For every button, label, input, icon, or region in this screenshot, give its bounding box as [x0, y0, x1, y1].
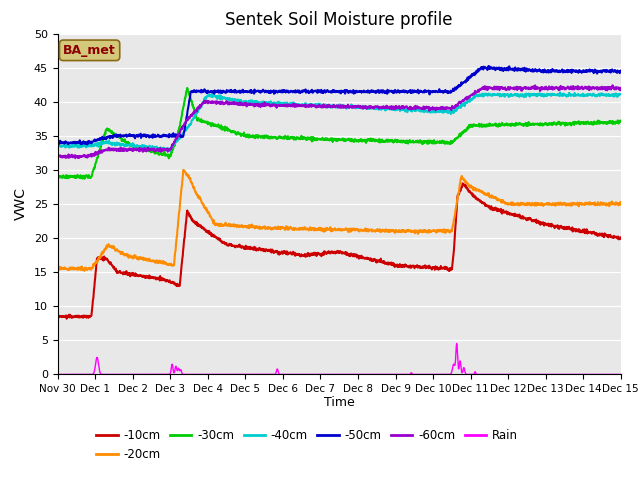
-20cm	[316, 225, 323, 231]
-50cm	[98, 136, 106, 142]
-50cm	[484, 63, 492, 69]
-30cm	[617, 119, 625, 124]
-50cm	[305, 90, 312, 96]
-40cm	[374, 107, 382, 112]
-20cm	[294, 227, 301, 232]
-50cm	[120, 132, 128, 138]
-50cm	[293, 88, 301, 94]
Rain	[293, 372, 301, 377]
-30cm	[316, 137, 323, 143]
-60cm	[609, 83, 616, 88]
-30cm	[305, 134, 313, 140]
-60cm	[617, 86, 625, 92]
Rain	[97, 371, 105, 377]
-60cm	[54, 153, 61, 158]
-30cm	[120, 138, 128, 144]
-30cm	[375, 138, 383, 144]
-30cm	[79, 176, 86, 181]
-20cm	[180, 167, 188, 173]
-40cm	[120, 143, 128, 148]
Rain	[452, 341, 460, 347]
Rain	[206, 372, 214, 377]
-50cm	[83, 142, 91, 147]
-60cm	[293, 103, 301, 108]
-20cm	[98, 251, 106, 256]
-20cm	[81, 268, 88, 274]
Text: BA_met: BA_met	[63, 44, 116, 57]
Line: -50cm: -50cm	[58, 66, 621, 144]
Rain	[54, 372, 61, 377]
-60cm	[98, 147, 106, 153]
-40cm	[54, 143, 61, 148]
Rain	[374, 372, 382, 377]
-10cm	[98, 255, 106, 261]
Title: Sentek Soil Moisture profile: Sentek Soil Moisture profile	[225, 11, 453, 29]
-20cm	[54, 265, 61, 271]
-40cm	[305, 103, 312, 109]
-40cm	[166, 148, 174, 154]
Line: Rain: Rain	[58, 344, 621, 374]
-10cm	[374, 259, 382, 264]
-20cm	[375, 228, 383, 234]
Legend: -10cm, -20cm, -30cm, -40cm, -50cm, -60cm, Rain: -10cm, -20cm, -30cm, -40cm, -50cm, -60cm…	[92, 425, 523, 466]
-60cm	[72, 155, 79, 161]
Line: -40cm: -40cm	[58, 93, 621, 151]
-10cm	[305, 251, 312, 256]
-40cm	[97, 139, 105, 145]
-20cm	[305, 226, 313, 232]
Line: -60cm: -60cm	[58, 85, 621, 158]
-10cm	[293, 252, 301, 258]
-50cm	[315, 88, 323, 94]
Line: -10cm: -10cm	[58, 183, 621, 319]
-10cm	[315, 250, 323, 256]
-10cm	[63, 316, 70, 322]
-30cm	[294, 135, 301, 141]
Y-axis label: VWC: VWC	[14, 188, 28, 220]
-40cm	[617, 92, 625, 97]
Rain	[305, 372, 312, 377]
Line: -20cm: -20cm	[58, 170, 621, 271]
-50cm	[617, 69, 625, 74]
Rain	[120, 372, 128, 377]
-10cm	[617, 235, 625, 240]
-60cm	[120, 146, 128, 152]
-50cm	[374, 87, 382, 93]
-10cm	[54, 313, 61, 319]
-10cm	[459, 180, 467, 186]
X-axis label: Time: Time	[324, 396, 355, 408]
Rain	[617, 372, 625, 377]
-10cm	[120, 270, 128, 276]
-30cm	[54, 173, 61, 179]
-40cm	[556, 90, 564, 96]
-40cm	[293, 101, 301, 107]
Line: -30cm: -30cm	[58, 88, 621, 179]
-20cm	[120, 252, 128, 258]
-20cm	[617, 202, 625, 207]
-30cm	[184, 85, 191, 91]
-60cm	[305, 104, 312, 110]
-40cm	[315, 101, 323, 107]
-50cm	[54, 141, 61, 146]
-60cm	[374, 104, 382, 110]
Rain	[315, 372, 323, 377]
-60cm	[315, 103, 323, 109]
-30cm	[98, 141, 106, 146]
